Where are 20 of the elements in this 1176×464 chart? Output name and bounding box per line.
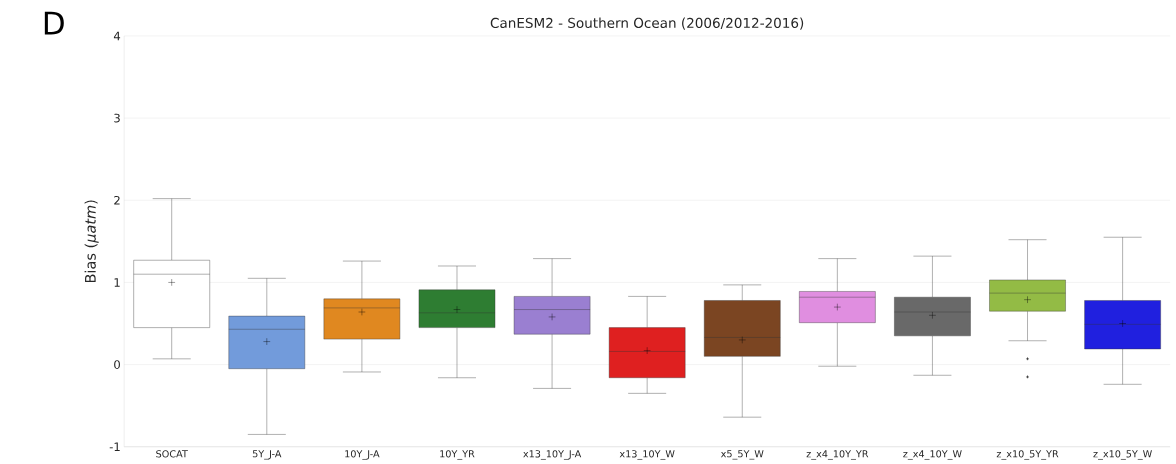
x-tick-label: z_x4_10Y_YR: [806, 450, 869, 460]
text: D: [44, 11, 64, 35]
x-tick-label: x13_10Y_W: [619, 450, 675, 460]
y-tick-label: 2: [114, 195, 120, 205]
y-tick-label: 0: [114, 360, 120, 369]
y-tick-label: 1: [114, 278, 120, 287]
x-tick-label: x5_5Y_W: [720, 450, 764, 460]
y-tick-label: -1: [109, 442, 120, 451]
x-tick-label: 5Y_J-A: [252, 450, 282, 460]
x-tick-label: SOCAT: [156, 450, 188, 458]
x-tick-label: 10Y_J-A: [345, 450, 380, 460]
x-tick-label: z_x4_10Y_W: [903, 450, 962, 460]
x-tick-label: z_x10_5Y_W: [1093, 450, 1152, 460]
x-tick-label: x13_10Y_J-A: [523, 450, 582, 460]
chart-title: CanESM2 - Southern Ocean (2006/2012-2016): [490, 17, 804, 30]
x-tick-label: z_x10_5Y_YR: [996, 450, 1059, 460]
y-tick-label: 3: [114, 113, 120, 123]
x-tick-label: 10Y_YR: [440, 450, 475, 460]
y-tick-label: 4: [113, 31, 121, 41]
y-axis-title: Bias (µatm): [84, 200, 99, 282]
